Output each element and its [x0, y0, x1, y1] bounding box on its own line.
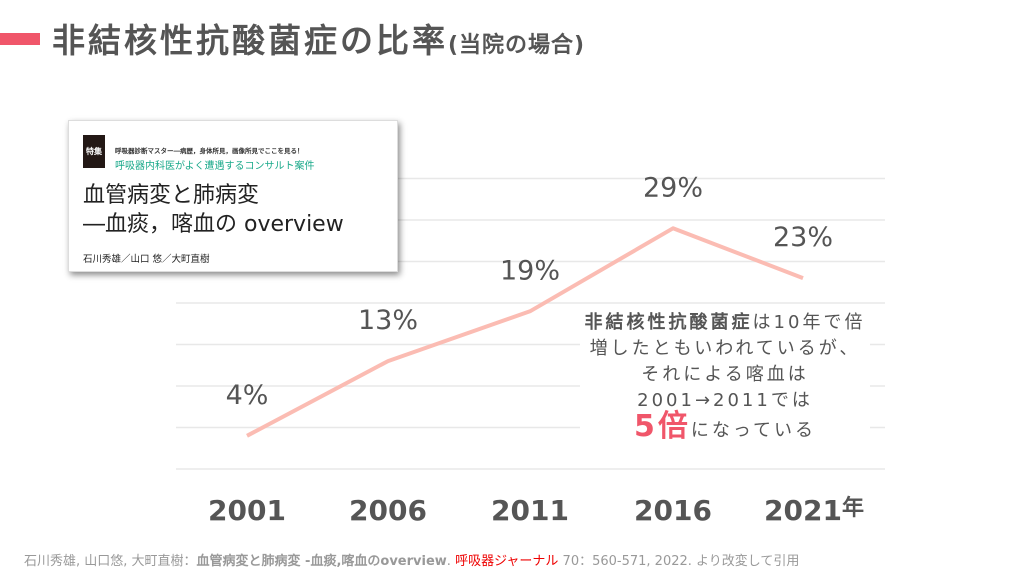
cite-journal: 呼吸器ジャーナル — [455, 554, 559, 569]
x-unit-label: 年 — [842, 495, 864, 521]
data-label: 13% — [358, 305, 418, 336]
data-label: 23% — [773, 222, 833, 253]
article-series: 呼吸器診断マスター―病歴，身体所見，画像所見でここを見る！ — [115, 147, 304, 155]
x-tick-label: 2016 — [634, 494, 712, 527]
feature-tag: 特集 — [83, 135, 105, 168]
data-label: 4% — [226, 380, 269, 411]
note-text-end: になっている — [690, 420, 816, 441]
article-thumbnail: 特集 呼吸器診断マスター―病歴，身体所見，画像所見でここを見る！ 呼吸器内科医が… — [68, 120, 398, 272]
x-tick-label: 2006 — [349, 494, 427, 527]
article-title-line2: ―血痰，喀血の overview — [83, 212, 344, 237]
title-accent-bar — [0, 33, 40, 45]
data-label: 19% — [500, 255, 560, 286]
article-title: 血管病変と肺病変 ―血痰，喀血の overview — [83, 181, 344, 239]
x-tick-label: 2001 — [208, 494, 286, 527]
title-main: 非結核性抗酸菌症の比率 — [52, 21, 448, 60]
cite-title: 血管病変と肺病変 -血痰,喀血のoverview — [196, 554, 447, 569]
annotation-note: 非結核性抗酸菌症は10年で倍増したともいわれているが、それによる喀血は2001→… — [580, 310, 870, 444]
article-authors: 石川秀雄／山口 悠／大町直樹 — [83, 254, 210, 265]
cite-rest: 70：560-571, 2022. より改変して引用 — [558, 554, 800, 569]
note-bold: 非結核性抗酸菌症 — [584, 312, 753, 333]
series-line — [246, 226, 804, 438]
note-emphasis: 5倍 — [634, 409, 691, 444]
x-tick-label: 2011 — [491, 494, 569, 527]
article-series-sub: 呼吸器内科医がよく遭遇するコンサルト案件 — [115, 161, 315, 172]
title-sub: (当院の場合) — [448, 33, 586, 58]
page-title: 非結核性抗酸菌症の比率(当院の場合) — [52, 14, 585, 62]
note-text: は10年で倍増したともいわれているが、それによる喀血は2001→2011では — [589, 312, 866, 411]
x-tick-label: 2021 — [764, 494, 842, 527]
data-label: 29% — [643, 172, 703, 203]
cite-authors: 石川秀雄, 山口悠, 大町直樹： — [24, 554, 197, 569]
citation: 石川秀雄, 山口悠, 大町直樹：血管病変と肺病変 -血痰,喀血のoverview… — [24, 550, 799, 569]
article-title-line1: 血管病変と肺病変 — [83, 183, 260, 208]
cite-sep: . — [446, 554, 456, 569]
